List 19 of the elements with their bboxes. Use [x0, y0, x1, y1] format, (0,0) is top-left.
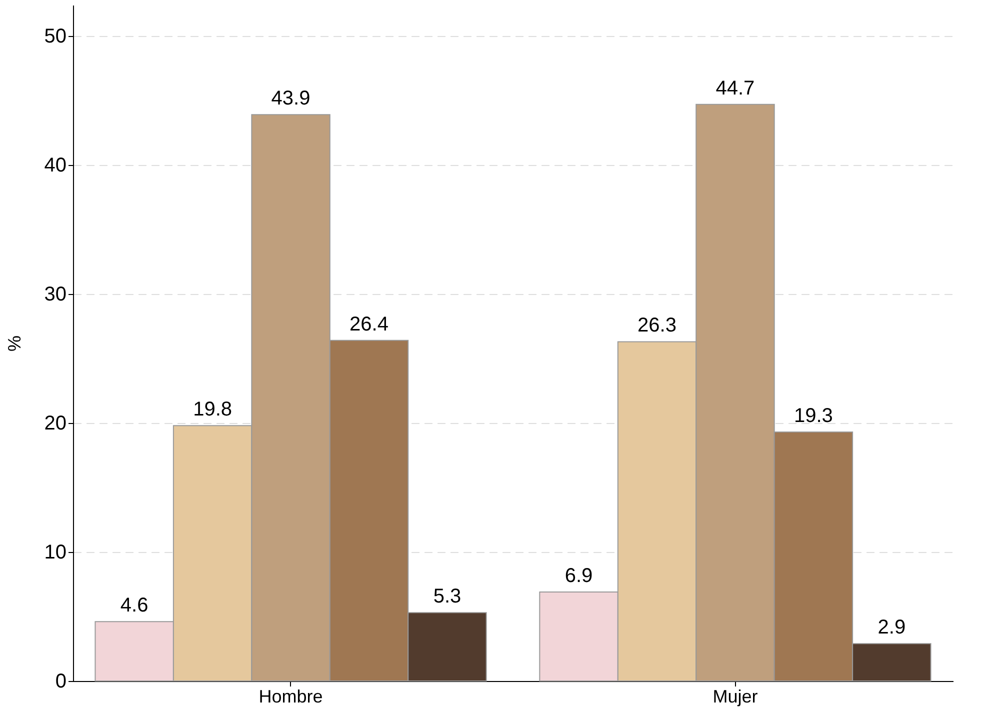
y-tick-label: 0: [55, 670, 66, 692]
data-label: 6.9: [564, 564, 593, 587]
x-tick-label: Mujer: [712, 686, 758, 706]
y-tick-label: 10: [44, 541, 66, 564]
data-label: 4.6: [120, 594, 148, 617]
y-tick-label: 50: [44, 25, 66, 48]
x-tick-label: Hombre: [258, 686, 323, 706]
data-label: 5.3: [433, 586, 462, 608]
data-label: 43.9: [271, 88, 310, 110]
y-tick-label: 30: [44, 283, 66, 306]
y-tick-label: 40: [44, 154, 66, 176]
y-axis-title: %: [4, 335, 24, 352]
data-label: 19.3: [794, 405, 833, 428]
data-label: 44.7: [716, 77, 755, 100]
data-label: 2.9: [878, 616, 906, 639]
data-label: 26.3: [638, 314, 676, 337]
data-label: 19.8: [193, 398, 232, 421]
data-label: 26.4: [350, 313, 388, 336]
y-tick-label: 20: [44, 412, 66, 434]
